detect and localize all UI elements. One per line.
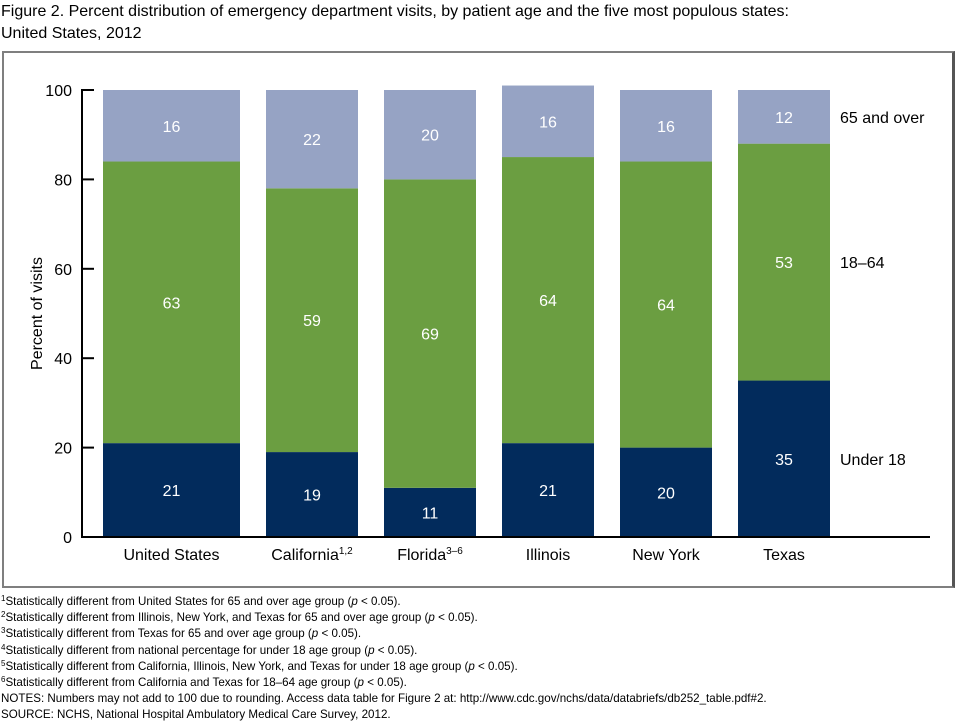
footnote-marker: 2 bbox=[1, 610, 6, 620]
data-label: 53 bbox=[775, 255, 793, 272]
bar-segment-18-64 bbox=[266, 188, 358, 453]
footnote-2: 2Statistically different from Illinois, … bbox=[1, 610, 959, 626]
stacked-bar-chart: 21 63 16 United States 19 59 22 California1,2 11… bbox=[29, 83, 930, 564]
data-label: 21 bbox=[539, 483, 557, 500]
footnote-4: 4Statistically different from national p… bbox=[1, 643, 959, 659]
x-tick-label: United States bbox=[123, 547, 219, 564]
bar-segment-18-64 bbox=[620, 161, 712, 448]
source-text: SOURCE: NCHS, National Hospital Ambulato… bbox=[1, 708, 391, 722]
footnote-text: Statistically different from national pe… bbox=[5, 643, 369, 657]
y-tick-label: 40 bbox=[54, 351, 72, 368]
bar-segment-under-18 bbox=[384, 487, 476, 537]
bar-segment-65-and-over bbox=[266, 90, 358, 189]
data-label: 12 bbox=[775, 110, 793, 127]
data-label: 59 bbox=[303, 313, 321, 330]
data-label: 16 bbox=[539, 114, 557, 131]
category-name: Texas bbox=[763, 547, 805, 564]
legend-label-65-and-over: 65 and over bbox=[840, 110, 925, 127]
p-symbol: p bbox=[311, 627, 319, 641]
data-label: 16 bbox=[163, 119, 181, 136]
data-label: 16 bbox=[657, 119, 675, 136]
bar-segment-65-and-over bbox=[384, 90, 476, 180]
bar-segment-65-and-over bbox=[502, 85, 594, 158]
data-label: 64 bbox=[657, 298, 675, 315]
footnote-superscript: 1,2 bbox=[339, 546, 353, 557]
x-tick-label: Texas bbox=[763, 547, 805, 564]
p-symbol: p bbox=[428, 611, 435, 625]
footnote-text: Statistically different from United Stat… bbox=[5, 595, 352, 608]
footnote-1: 1Statistically different from United Sta… bbox=[1, 594, 959, 610]
p-symbol: p bbox=[468, 659, 475, 673]
footnote-text: Statistically different from California … bbox=[5, 676, 358, 690]
bar-segment-under-18 bbox=[620, 447, 712, 537]
category-name: Illinois bbox=[526, 547, 570, 564]
bar-segment-18-64 bbox=[103, 161, 240, 444]
footnote-tail: < 0.05). bbox=[474, 659, 518, 673]
footnotes: 1Statistically different from United Sta… bbox=[1, 594, 959, 724]
footnote-text: Statistically different from Illinois, N… bbox=[5, 611, 429, 625]
category-name: California bbox=[271, 547, 339, 564]
category-name: Florida bbox=[397, 547, 446, 564]
bar-segment-under-18 bbox=[738, 380, 830, 537]
footnote-3: 3Statistically different from Texas for … bbox=[1, 626, 959, 642]
figure-title-line1: Figure 2. Percent distribution of emerge… bbox=[1, 3, 789, 20]
y-tick-label: 60 bbox=[54, 262, 72, 279]
footnote-text: Statistically different from Texas for 6… bbox=[5, 627, 312, 641]
bar-segment-under-18 bbox=[266, 452, 358, 537]
bar-segment-18-64 bbox=[738, 143, 830, 381]
footnote-marker: 3 bbox=[1, 626, 6, 636]
footnote-6: 6Statistically different from California… bbox=[1, 675, 959, 691]
bar-segment-65-and-over bbox=[103, 90, 240, 162]
footnote-marker: 4 bbox=[1, 642, 6, 652]
data-label: 19 bbox=[303, 488, 321, 505]
y-tick-label: 80 bbox=[54, 172, 72, 189]
p-symbol: p bbox=[368, 643, 375, 657]
footnote-tail: < 0.05). bbox=[318, 627, 362, 641]
data-label: 63 bbox=[163, 295, 181, 312]
data-label: 64 bbox=[539, 293, 557, 310]
p-symbol: p bbox=[351, 595, 358, 608]
data-label: 69 bbox=[421, 327, 439, 344]
figure-title: Figure 2. Percent distribution of emerge… bbox=[1, 1, 951, 45]
footnote-marker: 5 bbox=[1, 658, 6, 668]
x-tick-label: New York bbox=[632, 547, 701, 564]
footnote-list: 1Statistically different from United Sta… bbox=[1, 594, 959, 691]
x-tick-label: Illinois bbox=[526, 547, 570, 564]
data-label: 11 bbox=[422, 505, 439, 522]
p-symbol: p bbox=[357, 676, 364, 690]
y-tick-label: 0 bbox=[63, 530, 72, 547]
category-name: New York bbox=[632, 547, 701, 564]
footnote-tail: < 0.05). bbox=[374, 643, 418, 657]
data-label: 20 bbox=[421, 128, 439, 145]
category-name: United States bbox=[123, 547, 219, 564]
footnote-tail: < 0.05). bbox=[357, 595, 401, 608]
bar-segment-65-and-over bbox=[738, 90, 830, 144]
x-tick-label: Florida3–6 bbox=[397, 546, 463, 564]
footnote-marker: 6 bbox=[1, 675, 6, 685]
legend-label-under-18: Under 18 bbox=[840, 452, 906, 469]
bar-segment-under-18 bbox=[502, 443, 594, 537]
bar-segment-65-and-over bbox=[620, 90, 712, 162]
data-label: 35 bbox=[775, 452, 793, 469]
bar-segment-18-64 bbox=[502, 157, 594, 444]
data-label: 20 bbox=[657, 485, 675, 502]
legend-label-18-64: 18–64 bbox=[840, 255, 885, 272]
footnote-5: 5Statistically different from California… bbox=[1, 659, 959, 675]
footnote-text: Statistically different from California,… bbox=[5, 659, 469, 673]
footnote-tail: < 0.05). bbox=[364, 676, 407, 690]
notes-text: NOTES: Numbers may not add to 100 due to… bbox=[1, 692, 767, 706]
bar-segment-under-18 bbox=[103, 443, 240, 537]
figure-title-line2: United States, 2012 bbox=[1, 25, 142, 42]
y-tick-label: 100 bbox=[45, 83, 72, 100]
data-label: 21 bbox=[163, 483, 181, 500]
chart-frame bbox=[2, 51, 955, 588]
y-axis-title: Percent of visits bbox=[29, 257, 46, 370]
footnote-marker: 1 bbox=[1, 594, 6, 603]
x-tick-label: California1,2 bbox=[271, 546, 353, 564]
y-tick-label: 20 bbox=[54, 441, 72, 458]
bar-segment-18-64 bbox=[384, 179, 476, 488]
data-label: 22 bbox=[303, 132, 321, 149]
footnote-tail: < 0.05). bbox=[434, 611, 478, 625]
footnote-superscript: 3–6 bbox=[446, 546, 463, 557]
